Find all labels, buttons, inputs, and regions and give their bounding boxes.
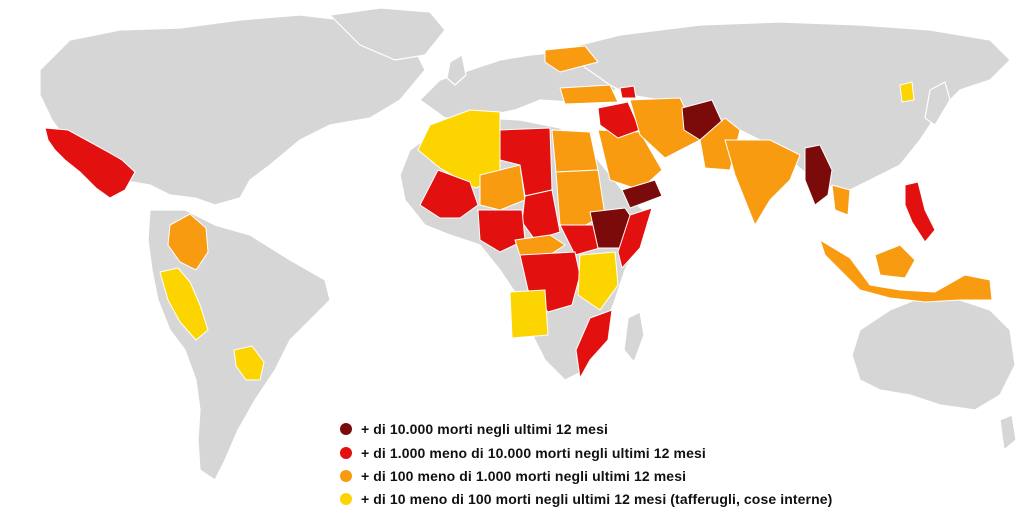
country-myanmar[interactable] (804, 144, 833, 206)
legend-item-very-low: + di 10 meno di 100 morti negli ultimi 1… (340, 488, 832, 510)
south-america-landmass (147, 209, 331, 481)
legend-item-medium: + di 1.000 meno di 10.000 morti negli ul… (340, 442, 706, 464)
legend-dot-medium-icon (340, 447, 352, 459)
country-mali[interactable] (419, 169, 479, 219)
legend-label-low: + di 100 meno di 1.000 morti negli ultim… (361, 468, 687, 484)
country-paraguay[interactable] (233, 345, 265, 381)
country-angola[interactable] (509, 289, 549, 339)
country-yemen[interactable] (621, 179, 663, 209)
legend-dot-high-icon (340, 423, 352, 435)
uk-landmass (446, 54, 467, 86)
legend-label-medium: + di 1.000 meno di 10.000 morti negli ul… (361, 445, 706, 461)
country-azerbaijan[interactable] (619, 85, 637, 99)
country-indonesia-borneo[interactable] (874, 244, 916, 279)
country-thailand[interactable] (831, 184, 851, 216)
conflict-countries (44, 45, 993, 381)
country-colombia[interactable] (167, 213, 209, 271)
legend-dot-low-icon (340, 470, 352, 482)
country-turkey[interactable] (559, 84, 619, 105)
japan-landmass (924, 81, 951, 126)
country-peru[interactable] (159, 267, 209, 341)
country-iraq[interactable] (597, 101, 641, 139)
legend-dot-very-low-icon (340, 493, 352, 505)
country-india[interactable] (724, 139, 801, 226)
country-ukraine[interactable] (544, 45, 599, 73)
greenland-landmass (329, 7, 446, 61)
legend-item-high: + di 10.000 morti negli ultimi 12 mesi (340, 418, 608, 440)
country-niger[interactable] (479, 164, 526, 211)
madagascar-landmass (623, 311, 645, 363)
country-nigeria[interactable] (477, 209, 526, 253)
legend-item-low: + di 100 meno di 1.000 morti negli ultim… (340, 465, 686, 487)
legend-label-very-low: + di 10 meno di 100 morti negli ultimi 1… (361, 491, 833, 507)
country-mexico[interactable] (44, 127, 136, 199)
country-north-korea[interactable] (899, 81, 915, 103)
country-indonesia[interactable] (819, 239, 993, 303)
country-philippines[interactable] (904, 181, 936, 243)
legend-label-high: + di 10.000 morti negli ultimi 12 mesi (361, 421, 608, 437)
australia-landmass (851, 297, 1016, 411)
country-kenya[interactable] (577, 251, 619, 311)
map-legend: + di 10.000 morti negli ultimi 12 mesi +… (340, 418, 900, 528)
country-mozambique[interactable] (575, 309, 613, 379)
country-cameroon[interactable] (514, 234, 566, 259)
country-somalia[interactable] (617, 207, 653, 269)
new-zealand-landmass (999, 414, 1017, 451)
country-egypt[interactable] (551, 129, 599, 173)
